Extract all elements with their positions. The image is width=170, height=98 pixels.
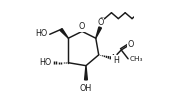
- Text: O: O: [79, 22, 85, 31]
- Polygon shape: [85, 66, 87, 80]
- Text: CH₃: CH₃: [130, 56, 143, 62]
- Text: H: H: [113, 56, 119, 65]
- Text: O: O: [128, 40, 134, 49]
- Text: HO: HO: [35, 29, 47, 38]
- Polygon shape: [96, 27, 101, 38]
- Text: OH: OH: [80, 84, 92, 93]
- Polygon shape: [60, 29, 68, 38]
- Text: O: O: [97, 18, 104, 27]
- Text: N: N: [111, 54, 117, 63]
- Text: HO: HO: [39, 58, 51, 67]
